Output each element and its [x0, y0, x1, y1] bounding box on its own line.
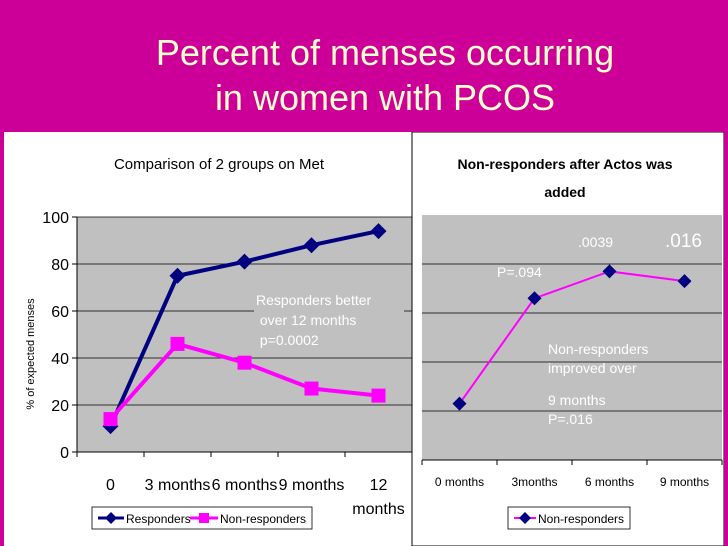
chart2-annotation: Non-responders improved over 9 months P=… — [548, 341, 648, 427]
chart1-point-nonresponders — [304, 381, 319, 396]
chart2-gridlines — [422, 263, 722, 412]
chart1-legend: Responders Non-responders — [91, 506, 313, 530]
chart1-legend-responders-marker — [105, 512, 117, 524]
chart1-series — [102, 223, 387, 435]
chart2-point-label-6months: .0039 — [578, 234, 613, 250]
chart2-legend-label: Non-responders — [538, 512, 624, 526]
chart2-x-tick-label: 9 months — [660, 475, 709, 489]
chart1-y-tick-label: 0 — [60, 445, 69, 462]
chart1-x-tick-label: 12 — [370, 477, 388, 494]
chart1-legend-nonresponders-marker — [199, 513, 209, 523]
chart1-y-tick-labels: 0 20 40 60 80 100 — [42, 210, 69, 462]
chart1-legend-nonresponders-label: Non-responders — [220, 512, 306, 526]
charts-svg: Comparison of 2 groups on Met % of expec… — [25, 131, 725, 546]
chart-met-comparison: Comparison of 2 groups on Met % of expec… — [25, 156, 413, 530]
chart1-y-tick-label: 80 — [51, 257, 69, 274]
chart2-axes — [421, 459, 723, 465]
chart2-point-label-3months: P=.094 — [497, 264, 542, 280]
chart2-x-tick-label: 0 months — [435, 475, 484, 489]
chart1-y-tick-label: 20 — [51, 398, 69, 415]
chart2-point-label-9months: .016 — [665, 231, 702, 252]
chart2-annotation-line-4: P=.016 — [548, 411, 593, 427]
chart1-annotation-line-2: over 12 months — [256, 312, 356, 328]
chart1-point-nonresponders — [237, 355, 252, 370]
chart1-x-tick-label: 6 months — [212, 477, 278, 494]
chart1-point-responders — [370, 223, 387, 240]
chart2-title-line-1: Non-responders after Actos was — [458, 156, 673, 172]
chart1-y-tick-label: 100 — [42, 210, 69, 227]
chart2-annotation-line-3: 9 months — [548, 392, 606, 408]
chart2-point — [602, 264, 617, 279]
chart1-axes — [72, 216, 413, 457]
chart1-annotation: Responders better over 12 months p=0.000… — [254, 288, 404, 352]
chart2-plot-area — [422, 215, 722, 460]
slide-title-line-2: in women with PCOS — [214, 77, 556, 118]
chart2-annotation-line-2: improved over — [548, 360, 637, 376]
chart1-point-nonresponders — [103, 412, 118, 427]
chart2-title-line-2: added — [544, 184, 585, 200]
chart2-series — [452, 264, 692, 411]
chart1-y-tick-label: 40 — [51, 351, 69, 368]
chart1-x-tick-labels: 0 3 months 6 months 9 months 12 months — [106, 477, 405, 518]
chart1-title: Comparison of 2 groups on Met — [114, 156, 325, 173]
chart1-point-responders — [169, 267, 186, 284]
chart1-x-tick-label: 0 — [106, 477, 115, 494]
chart1-point-nonresponders — [170, 336, 185, 351]
chart2-x-tick-label: 6 months — [585, 475, 634, 489]
chart2-legend-box — [507, 506, 631, 530]
slide-title-line-1: Percent of menses occurring — [155, 32, 615, 73]
chart1-y-axis-label: % of expected menses — [25, 298, 37, 410]
chart1-point-responders — [303, 237, 320, 254]
chart1-legend-responders-label: Responders — [126, 512, 191, 526]
chart-actos-nonresponders: Non-responders after Actos was added 0 m… — [411, 131, 725, 546]
chart1-x-tick-label: 3 months — [145, 477, 211, 494]
chart2-point — [452, 396, 467, 411]
chart2-series-line — [458, 270, 685, 405]
chart2-x-tick-label: 3months — [511, 475, 557, 489]
chart2-legend-marker — [519, 512, 531, 524]
chart1-annotation-box — [254, 288, 404, 352]
chart1-point-responders — [236, 253, 253, 270]
chart2-legend: Non-responders — [507, 506, 631, 530]
chart1-annotation-line-1: Responders better — [256, 292, 372, 308]
slide-title: Percent of menses occurring in women wit… — [60, 30, 710, 120]
chart1-annotation-line-3: p=0.0002 — [256, 332, 319, 348]
chart2-point — [677, 274, 692, 289]
chart1-x-tick-label: months — [352, 501, 404, 518]
chart1-x-tick-label: 9 months — [279, 477, 345, 494]
chart2-annotation-line-1: Non-responders — [548, 341, 648, 357]
chart1-point-nonresponders — [371, 388, 386, 403]
chart2-x-tick-labels: 0 months 3months 6 months 9 months — [435, 475, 709, 489]
chart2-point — [527, 291, 542, 306]
chart1-y-tick-label: 60 — [51, 304, 69, 321]
charts-panel: Comparison of 2 groups on Met % of expec… — [4, 131, 725, 546]
